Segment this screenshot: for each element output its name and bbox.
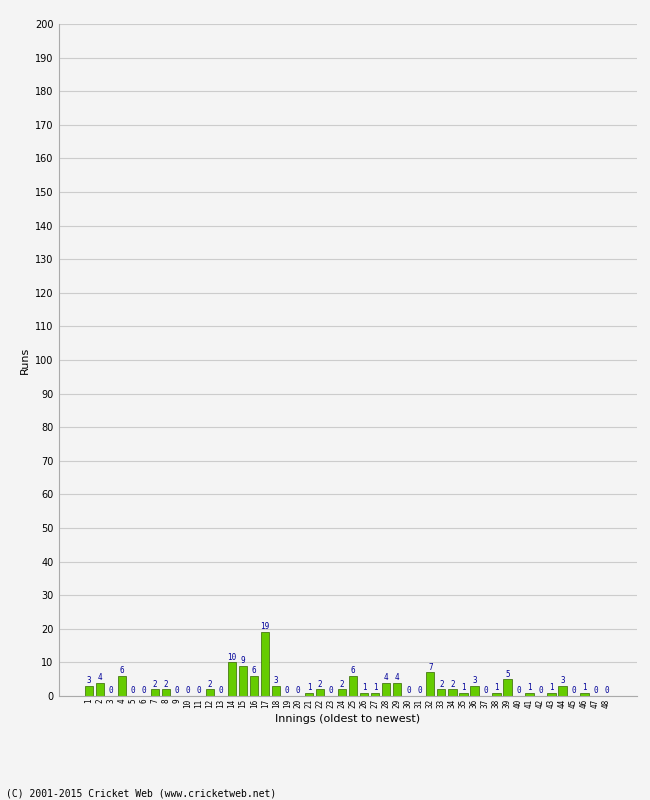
- Text: 3: 3: [560, 676, 565, 686]
- Bar: [382, 682, 391, 696]
- Text: 0: 0: [197, 686, 202, 695]
- Text: 5: 5: [505, 670, 510, 678]
- Bar: [360, 693, 369, 696]
- Bar: [492, 693, 500, 696]
- Bar: [96, 682, 104, 696]
- Bar: [84, 686, 93, 696]
- Bar: [580, 693, 589, 696]
- Text: 0: 0: [604, 686, 609, 695]
- Bar: [206, 690, 215, 696]
- Y-axis label: Runs: Runs: [20, 346, 30, 374]
- Text: 0: 0: [406, 686, 411, 695]
- Bar: [349, 676, 358, 696]
- Bar: [448, 690, 456, 696]
- Text: 0: 0: [483, 686, 488, 695]
- Text: 2: 2: [439, 680, 444, 689]
- Bar: [305, 693, 313, 696]
- Text: 0: 0: [175, 686, 179, 695]
- Text: 0: 0: [296, 686, 300, 695]
- Bar: [393, 682, 402, 696]
- Text: 1: 1: [527, 683, 532, 692]
- Bar: [250, 676, 258, 696]
- Text: 0: 0: [329, 686, 333, 695]
- Bar: [261, 632, 269, 696]
- Text: 0: 0: [516, 686, 521, 695]
- Text: 0: 0: [285, 686, 289, 695]
- Text: 1: 1: [461, 683, 465, 692]
- Bar: [460, 693, 467, 696]
- Text: 0: 0: [109, 686, 113, 695]
- Bar: [272, 686, 280, 696]
- Text: 4: 4: [98, 673, 102, 682]
- Bar: [525, 693, 534, 696]
- Text: 7: 7: [428, 663, 433, 672]
- Text: 19: 19: [261, 622, 270, 631]
- Text: 2: 2: [208, 680, 213, 689]
- Text: 1: 1: [582, 683, 587, 692]
- Text: 2: 2: [164, 680, 168, 689]
- Text: 3: 3: [274, 676, 278, 686]
- Bar: [471, 686, 478, 696]
- Text: 3: 3: [86, 676, 91, 686]
- Text: 6: 6: [252, 666, 257, 675]
- Bar: [503, 679, 512, 696]
- Bar: [239, 666, 247, 696]
- Text: 9: 9: [240, 656, 246, 665]
- Bar: [338, 690, 346, 696]
- Text: 10: 10: [227, 653, 237, 662]
- Bar: [316, 690, 324, 696]
- Text: 1: 1: [307, 683, 311, 692]
- Text: 0: 0: [131, 686, 135, 695]
- Bar: [371, 693, 380, 696]
- Text: 1: 1: [549, 683, 554, 692]
- Text: 2: 2: [153, 680, 157, 689]
- Bar: [151, 690, 159, 696]
- Text: 2: 2: [450, 680, 455, 689]
- Text: 2: 2: [318, 680, 322, 689]
- Text: 6: 6: [351, 666, 356, 675]
- Text: 0: 0: [593, 686, 598, 695]
- Text: 2: 2: [340, 680, 344, 689]
- Text: 0: 0: [417, 686, 422, 695]
- Bar: [558, 686, 567, 696]
- Bar: [426, 673, 434, 696]
- Bar: [118, 676, 126, 696]
- Text: 0: 0: [571, 686, 576, 695]
- Text: 3: 3: [472, 676, 476, 686]
- Text: 1: 1: [373, 683, 378, 692]
- Text: 0: 0: [219, 686, 224, 695]
- Text: 6: 6: [120, 666, 124, 675]
- Bar: [547, 693, 556, 696]
- Text: 4: 4: [384, 673, 389, 682]
- Text: (C) 2001-2015 Cricket Web (www.cricketweb.net): (C) 2001-2015 Cricket Web (www.cricketwe…: [6, 788, 277, 798]
- Text: 1: 1: [494, 683, 499, 692]
- Text: 1: 1: [362, 683, 367, 692]
- X-axis label: Innings (oldest to newest): Innings (oldest to newest): [275, 714, 421, 723]
- Text: 0: 0: [538, 686, 543, 695]
- Bar: [437, 690, 445, 696]
- Bar: [162, 690, 170, 696]
- Text: 0: 0: [186, 686, 190, 695]
- Text: 4: 4: [395, 673, 400, 682]
- Bar: [228, 662, 236, 696]
- Text: 0: 0: [142, 686, 146, 695]
